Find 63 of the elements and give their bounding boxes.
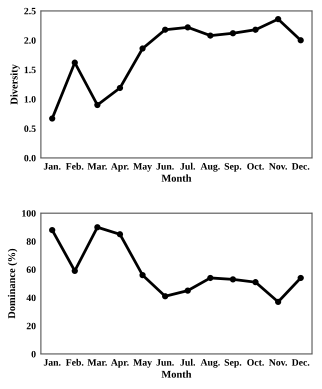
point [139, 272, 146, 278]
y-tick-label: 100 [22, 210, 36, 217]
x-tick-label: Mar. [88, 163, 107, 170]
x-tick-label: Jul. [180, 162, 196, 170]
x-tick-label: Aug. [200, 359, 220, 368]
x-tick-label: May [133, 359, 152, 368]
x-tick-label: Jan. [44, 163, 61, 170]
x-tick-label: Apr. [110, 163, 129, 172]
x-tick-label: Dec. [292, 359, 310, 366]
point [116, 231, 124, 238]
x-tick-label: Jun. [156, 163, 174, 170]
point [116, 84, 124, 92]
point [94, 224, 101, 230]
y-tick-label: 0.5 [24, 125, 36, 132]
x-tick-label: Jun. [156, 359, 174, 366]
x-axis-title: Month [162, 174, 192, 182]
y-tick-label: 20 [26, 322, 36, 330]
point [162, 293, 168, 300]
y-tick-label: 2.0 [24, 37, 36, 44]
y-tick-label: 2.5 [24, 8, 36, 14]
x-tick-label: Jul. [180, 358, 196, 366]
x-tick-label: Feb. [66, 162, 84, 170]
point [49, 226, 56, 234]
x-tick-label: Dec. [292, 163, 310, 170]
point [252, 26, 259, 33]
x-tick-label: May [133, 163, 152, 172]
x-tick-label: Oct. [247, 359, 264, 366]
point [139, 45, 146, 52]
point [162, 26, 168, 33]
y-tick-label: 0.0 [24, 154, 36, 162]
x-tick-label: Oct. [247, 163, 264, 170]
x-tick-label: Feb. [66, 358, 84, 366]
x-tick-label: Apr. [110, 359, 129, 368]
point [184, 287, 191, 294]
y-tick-label: 80 [26, 238, 36, 245]
x-tick-label: Jan. [44, 359, 61, 366]
x-tick-label: Sep. [224, 359, 242, 368]
point [230, 276, 236, 282]
point [298, 274, 304, 282]
x-axis-title: Month [162, 370, 192, 378]
point [184, 24, 191, 30]
x-tick-label: Nov. [268, 163, 288, 170]
point [207, 274, 214, 282]
y-axis-title: Dominance (%) [8, 248, 18, 319]
x-tick-label: Mar. [88, 359, 107, 366]
point [49, 115, 56, 122]
point [252, 279, 259, 286]
point [72, 268, 78, 274]
point [275, 298, 282, 306]
y-tick-label: 1.5 [24, 66, 36, 74]
y-tick-label: 40 [26, 294, 36, 302]
x-tick-label: Sep. [224, 163, 242, 172]
point [94, 102, 101, 108]
y-tick-label: 1.0 [24, 96, 36, 103]
x-tick-label: Nov. [268, 359, 288, 366]
y-axis-title: Diversity [10, 64, 20, 104]
y-tick-label: 60 [26, 266, 36, 273]
point [275, 16, 282, 22]
x-tick-label: Aug. [200, 163, 220, 172]
y-tick-label: 0 [32, 350, 36, 358]
point [230, 30, 236, 36]
point [298, 37, 304, 44]
point [207, 32, 214, 39]
